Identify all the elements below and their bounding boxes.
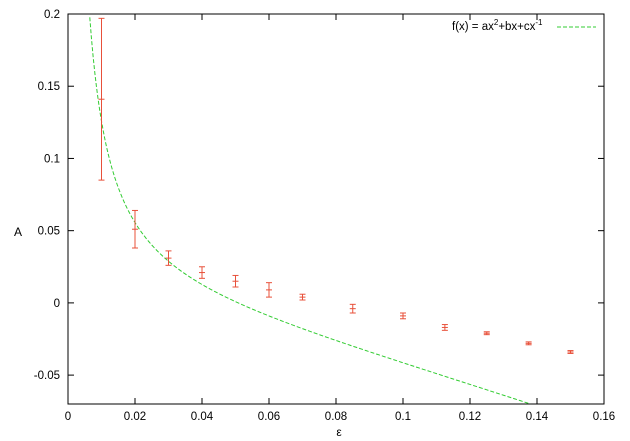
error-bar-point — [232, 274, 239, 288]
error-bar-point — [525, 341, 532, 346]
y-axis-label: A — [14, 225, 22, 239]
error-bars — [98, 17, 574, 354]
error-bar-point — [299, 293, 306, 301]
axis-ticks — [67, 13, 605, 404]
error-bar-point — [199, 266, 205, 279]
x-tick-label: 0.14 — [526, 411, 549, 423]
y-tick-label: 0.05 — [38, 226, 60, 238]
error-bar-point — [266, 282, 272, 298]
error-bar-point — [349, 303, 356, 314]
error-bar-point — [165, 250, 172, 266]
error-bar-point — [132, 209, 138, 249]
error-bar-point — [567, 350, 574, 354]
y-tick-label: 0.2 — [44, 9, 60, 21]
x-axis-label: ε — [336, 425, 342, 439]
x-tick-label: 0.12 — [459, 411, 481, 423]
x-tick-label: 0.1 — [395, 411, 411, 423]
error-bar-point — [400, 312, 406, 320]
error-bar-point — [98, 17, 105, 181]
error-bar-point — [483, 331, 490, 336]
error-bar-point — [441, 324, 448, 331]
x-tick-label: 0.16 — [593, 411, 615, 423]
y-tick-label: -0.05 — [34, 370, 60, 382]
legend: f(x) = ax2+bx+cx-1 — [452, 18, 596, 33]
x-tick-label: 0.02 — [124, 411, 146, 423]
tick-labels: 0 0.02 0.04 0.06 0.08 0.1 0.12 0.14 0.16 -0.05 0 0.… — [34, 9, 615, 423]
x-tick-label: 0.08 — [325, 411, 347, 423]
plot-frame — [67, 13, 605, 405]
fit-curve — [89, 17, 531, 405]
y-tick-label: 0 — [54, 298, 60, 310]
legend-label: f(x) = ax2+bx+cx-1 — [452, 18, 543, 33]
x-tick-label: 0.06 — [258, 411, 280, 423]
y-tick-label: 0.15 — [38, 81, 60, 93]
x-tick-label: 0 — [65, 411, 71, 423]
y-tick-label: 0.1 — [44, 153, 60, 165]
x-tick-label: 0.04 — [191, 411, 214, 423]
